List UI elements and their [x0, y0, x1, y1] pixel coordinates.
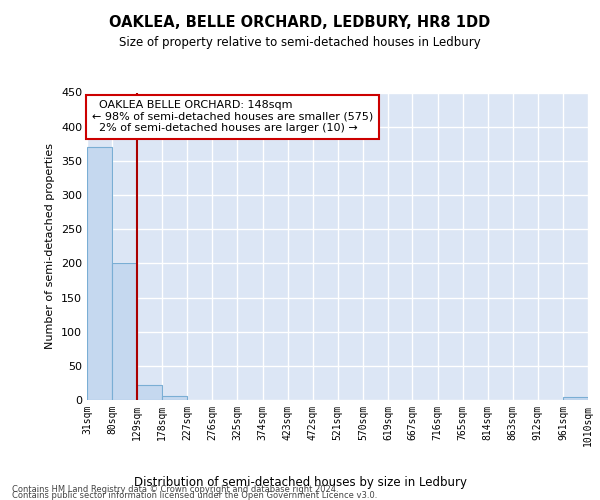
Text: Distribution of semi-detached houses by size in Ledbury: Distribution of semi-detached houses by …: [133, 476, 467, 489]
Bar: [112, 264, 137, 400]
Text: Contains HM Land Registry data © Crown copyright and database right 2024.: Contains HM Land Registry data © Crown c…: [12, 484, 338, 494]
Bar: [162, 396, 187, 400]
Bar: [563, 396, 588, 400]
Bar: [87, 147, 112, 400]
Text: Size of property relative to semi-detached houses in Ledbury: Size of property relative to semi-detach…: [119, 36, 481, 49]
Text: OAKLEA, BELLE ORCHARD, LEDBURY, HR8 1DD: OAKLEA, BELLE ORCHARD, LEDBURY, HR8 1DD: [109, 15, 491, 30]
Y-axis label: Number of semi-detached properties: Number of semi-detached properties: [46, 143, 55, 349]
Bar: [137, 385, 162, 400]
Text: Contains public sector information licensed under the Open Government Licence v3: Contains public sector information licen…: [12, 492, 377, 500]
Text: OAKLEA BELLE ORCHARD: 148sqm
← 98% of semi-detached houses are smaller (575)
  2: OAKLEA BELLE ORCHARD: 148sqm ← 98% of se…: [92, 100, 373, 134]
